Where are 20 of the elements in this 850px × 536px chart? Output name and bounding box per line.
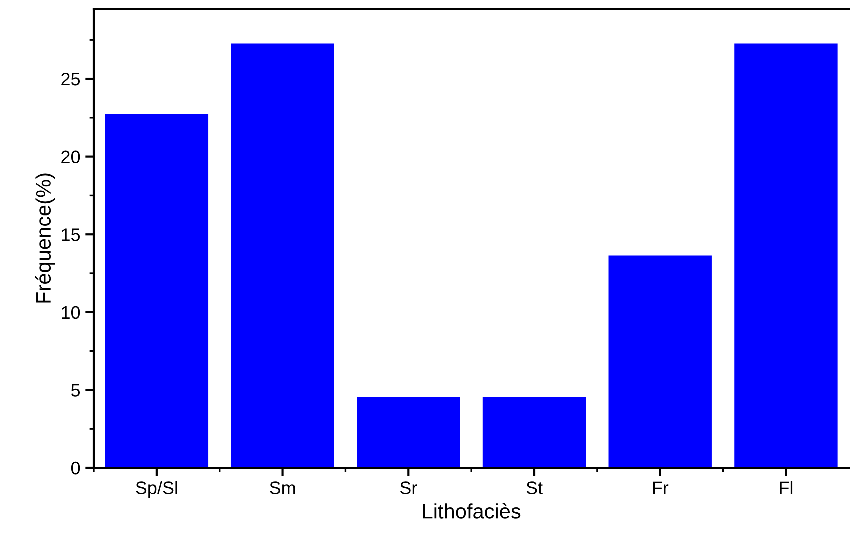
- bar: [105, 114, 209, 468]
- x-axis-title: Lithofaciès: [423, 503, 521, 519]
- y-tick-label: 25: [62, 72, 80, 86]
- y-tick-label: 20: [62, 150, 80, 164]
- bar: [231, 44, 334, 468]
- y-tick-label: 0: [71, 462, 80, 475]
- y-tick-label: 5: [71, 384, 80, 397]
- bar: [482, 397, 586, 468]
- x-tick-label: Fl: [780, 481, 793, 494]
- x-tick-label: Fr: [653, 482, 669, 494]
- y-tick-label: 15: [62, 228, 80, 242]
- x-tick-label: Sm: [270, 482, 296, 494]
- y-axis-title: Fréquence(%): [36, 174, 56, 303]
- bar: [734, 44, 838, 468]
- bar: [357, 397, 460, 468]
- x-tick-label: Sr: [400, 482, 418, 494]
- bar: [608, 256, 712, 468]
- x-tick-label: Sp/Sl: [136, 481, 178, 498]
- x-tick-label: St: [526, 482, 543, 494]
- y-tick-label: 10: [62, 306, 80, 320]
